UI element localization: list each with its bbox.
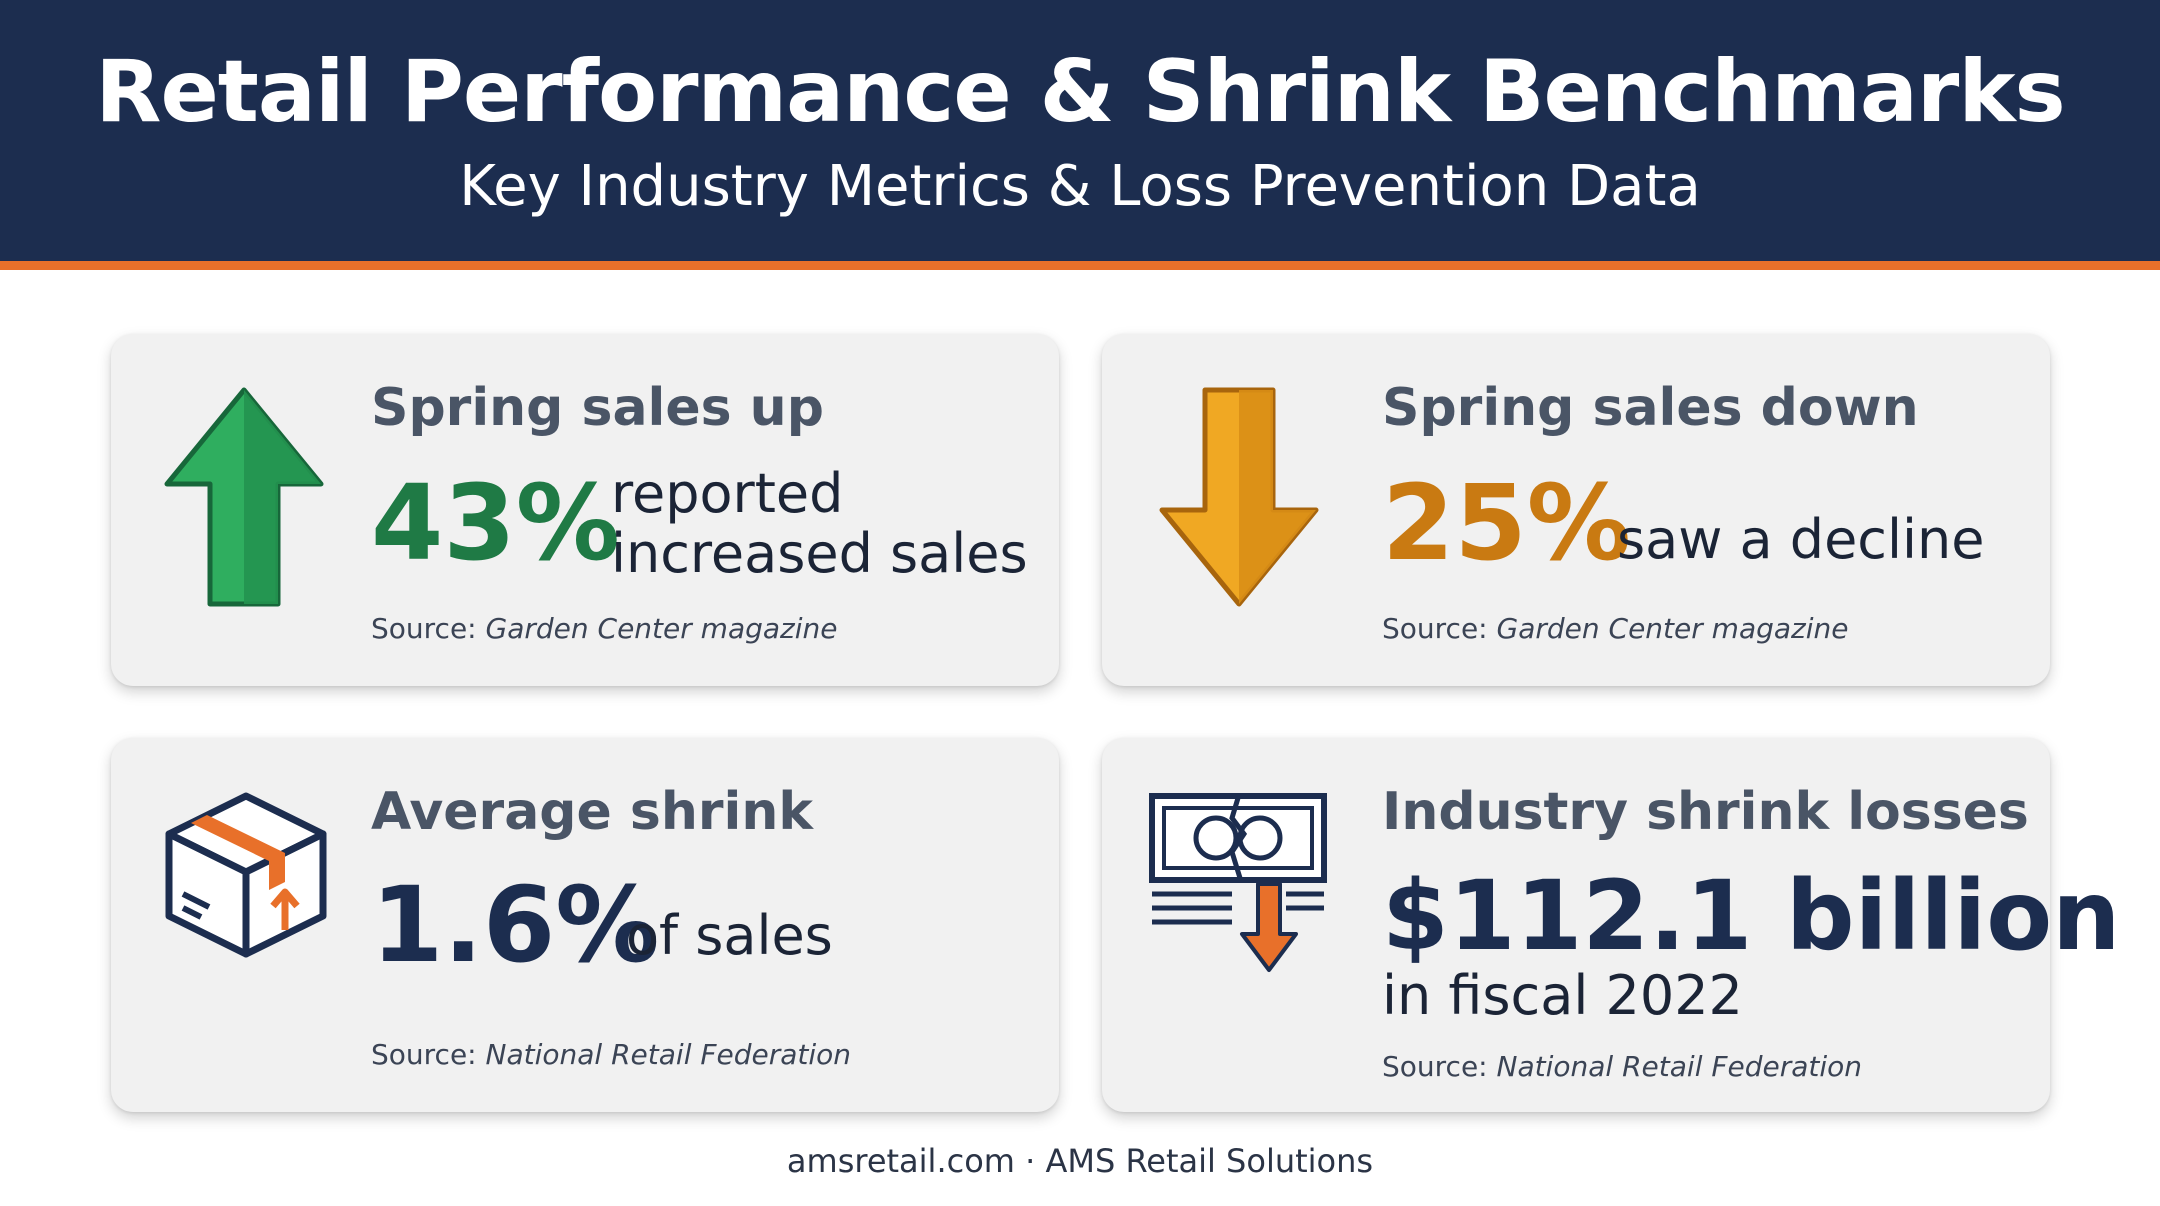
- source-citation: Source: Garden Center magazine: [1382, 612, 1848, 645]
- stat-description: of sales: [626, 904, 833, 967]
- card-heading: Industry shrink losses: [1382, 782, 2029, 842]
- stat-card-average-shrink: Average shrink 1.6% of sales Source: Nat…: [111, 738, 1059, 1112]
- box-icon: [163, 790, 329, 960]
- stat-value: 1.6%: [371, 864, 660, 986]
- source-citation: Source: National Retail Federation: [1382, 1050, 1862, 1083]
- stat-value: $112.1 billion: [1382, 860, 2121, 972]
- stat-description: reported increased sales: [611, 464, 1028, 584]
- source-citation: Source: Garden Center magazine: [371, 612, 837, 645]
- stat-value: 25%: [1382, 462, 1631, 584]
- source-citation: Source: National Retail Federation: [371, 1038, 851, 1071]
- source-prefix: Source:: [1382, 612, 1497, 645]
- stat-description-line-1: reported: [611, 462, 844, 525]
- source-name: Garden Center magazine: [1496, 612, 1849, 645]
- stat-description: saw a decline: [1617, 508, 1985, 571]
- stat-description-line-2: increased sales: [611, 522, 1028, 585]
- gold-down-arrow-icon: [1158, 386, 1320, 608]
- page-title: Retail Performance & Shrink Benchmarks: [95, 42, 2065, 142]
- source-prefix: Source:: [371, 612, 486, 645]
- footer-credit: amsretail.com · AMS Retail Solutions: [786, 1142, 1374, 1180]
- stat-description: in fiscal 2022: [1382, 964, 1743, 1027]
- stat-card-spring-sales-up: Spring sales up 43% reported increased s…: [111, 334, 1059, 686]
- stat-card-industry-shrink-losses: Industry shrink losses $112.1 billion in…: [1102, 738, 2121, 1112]
- header-banner: Retail Performance & Shrink Benchmarks K…: [0, 0, 2160, 270]
- money-loss-icon: [1146, 790, 1330, 976]
- source-name: Garden Center magazine: [485, 612, 838, 645]
- stat-card-spring-sales-down: Spring sales down 25% saw a decline Sour…: [1102, 334, 2050, 686]
- source-prefix: Source:: [371, 1038, 486, 1071]
- card-heading: Spring sales down: [1382, 378, 1919, 438]
- source-name: National Retail Federation: [485, 1038, 852, 1071]
- green-up-arrow-icon: [163, 386, 325, 608]
- card-heading: Spring sales up: [371, 378, 824, 438]
- source-name: National Retail Federation: [1496, 1050, 1863, 1083]
- source-prefix: Source:: [1382, 1050, 1497, 1083]
- page-subtitle: Key Industry Metrics & Loss Prevention D…: [459, 154, 1701, 219]
- card-heading: Average shrink: [371, 782, 813, 842]
- stat-value: 43%: [371, 462, 620, 584]
